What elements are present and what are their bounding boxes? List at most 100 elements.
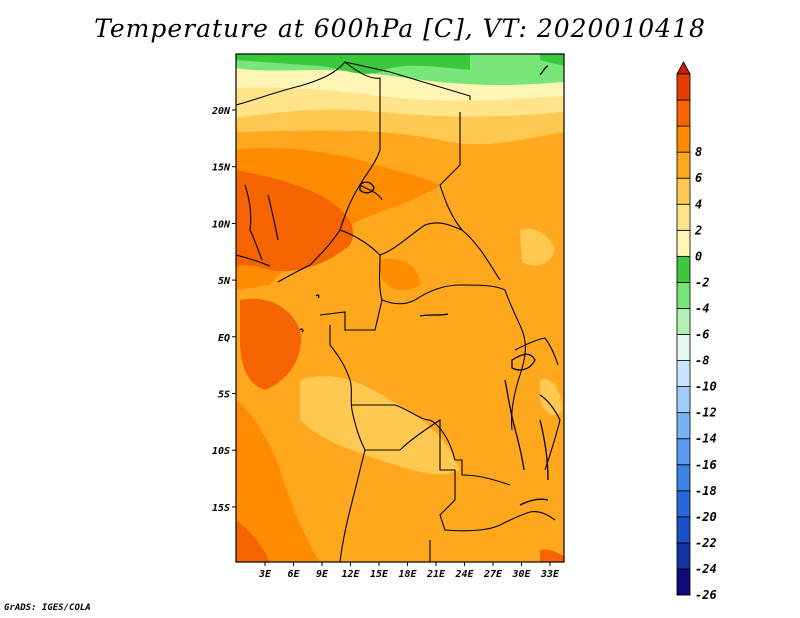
bioko-island — [315, 294, 320, 299]
legend-color-box — [676, 151, 691, 179]
field-0to2-east2 — [540, 379, 562, 416]
legend-label: -16 — [695, 458, 717, 472]
legend-color-box — [676, 308, 691, 335]
legend-label: -14 — [695, 432, 717, 446]
field-m6tom4-east — [540, 54, 564, 66]
border-nigeria-cameroon — [277, 184, 361, 283]
field-6to8-se — [540, 549, 564, 562]
lake-victoria — [511, 353, 536, 371]
border-angola-zambia — [365, 418, 501, 532]
border-coast-benin — [236, 254, 271, 267]
lat-tick-label: 15N — [212, 163, 231, 174]
border-angola-west — [339, 409, 366, 562]
legend-color-box — [676, 464, 691, 492]
lake-kariba — [519, 498, 549, 506]
legend-label: 2 — [694, 223, 702, 237]
legend-color-box — [676, 125, 691, 153]
legend-color-box — [676, 177, 691, 205]
border-car-chad — [339, 222, 463, 256]
legend-label: -2 — [695, 275, 709, 289]
river-congo-1 — [419, 313, 449, 317]
legend-label: -4 — [695, 301, 709, 315]
field-6to8-north — [236, 170, 354, 272]
border-car-drc — [378, 254, 506, 305]
legend-label: 6 — [695, 171, 702, 185]
legend-color-box — [676, 73, 691, 101]
border-uganda — [514, 337, 559, 366]
border-libya-chad — [344, 61, 471, 100]
lat-tick-label: EQ — [218, 333, 230, 344]
grads-credit: GrADS: IGES/COLA — [4, 603, 91, 613]
lon-tick-label: 21E — [426, 569, 446, 580]
field-4to6-center — [380, 258, 420, 291]
nile-delta — [539, 65, 549, 76]
lat-tick-label: 10S — [212, 446, 230, 457]
lon-tick-label: 3E — [258, 569, 272, 580]
legend-label: 4 — [695, 197, 702, 211]
lake-tanganyika — [504, 379, 525, 471]
legend-color-box — [676, 412, 691, 440]
legend-label: -26 — [695, 588, 717, 602]
lon-tick-label: 24E — [454, 569, 474, 580]
lon-tick-label: 9E — [316, 569, 329, 580]
lon-tick-label: 18E — [398, 569, 417, 580]
legend-color-box — [676, 99, 691, 127]
border-benin-togo — [244, 184, 263, 261]
border-nigeria-benin — [267, 194, 279, 241]
legend-color-box — [676, 490, 691, 518]
lon-tick-label: 12E — [341, 569, 360, 580]
legend-label: 8 — [695, 145, 702, 159]
legend-color-box — [676, 334, 691, 361]
field-0to2-east — [520, 228, 555, 266]
latitude-axis: 20N 15N 10N 5N EQ 5S 10S 15S — [211, 106, 236, 514]
border-gabon-congo — [319, 299, 383, 331]
legend-label: -8 — [695, 354, 709, 368]
lat-tick-label: 10N — [212, 219, 231, 230]
lon-tick-label: 6E — [287, 569, 300, 580]
field-6to8-west — [240, 298, 301, 390]
lon-tick-label: 27E — [483, 569, 503, 580]
lat-tick-label: 20N — [211, 106, 231, 117]
legend-color-box — [676, 360, 691, 387]
legend-color-box — [676, 386, 691, 414]
border-niger-chad — [236, 61, 383, 201]
map-title: Temperature at 600hPa [C], VT: 202001041… — [94, 14, 706, 43]
legend-color-box — [676, 516, 691, 544]
lat-tick-label: 5S — [218, 390, 230, 401]
legend-color-box — [676, 255, 691, 283]
temperature-field — [236, 54, 564, 562]
legend-label: 0 — [695, 249, 702, 263]
legend-label: -18 — [695, 484, 717, 498]
map-frame — [235, 53, 565, 563]
legend-label: -22 — [695, 536, 717, 550]
legend-color-box — [676, 542, 691, 570]
lat-tick-label: 5N — [218, 276, 231, 287]
country-borders — [236, 61, 561, 562]
legend-color-box — [676, 568, 691, 596]
lon-tick-label: 30E — [511, 569, 531, 580]
longitude-axis: 3E 6E 9E 12E 15E 18E 21E 24E 27E 30E 33E — [258, 562, 560, 580]
lon-tick-label: 33E — [540, 569, 560, 580]
field-0to2-interior — [300, 376, 460, 475]
legend-color-box — [676, 438, 691, 466]
border-drc-angola — [352, 404, 511, 486]
border-congo-coast — [329, 325, 353, 411]
border-tanzania — [539, 394, 561, 471]
legend-color-box — [676, 281, 691, 309]
sao-tome-island — [299, 328, 304, 333]
lat-tick-label: 15S — [212, 503, 230, 514]
legend-label: -6 — [695, 328, 709, 342]
legend-label: -12 — [695, 406, 717, 420]
lon-tick-label: 15E — [370, 569, 389, 580]
legend-triangle-high — [676, 61, 691, 75]
lake-chad — [359, 181, 375, 194]
lake-malawi — [539, 419, 549, 481]
border-drc-east — [504, 289, 526, 431]
legend-label: -20 — [695, 510, 717, 524]
legend-color-box — [676, 203, 691, 231]
field-6to8-south — [236, 520, 270, 562]
border-zambia-south — [499, 511, 556, 526]
legend-label: -10 — [695, 380, 717, 394]
